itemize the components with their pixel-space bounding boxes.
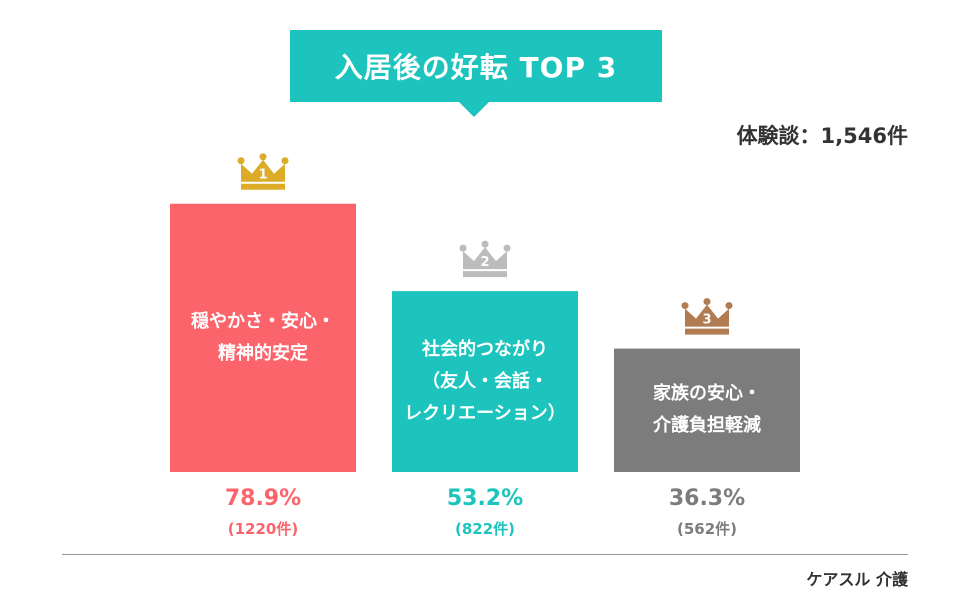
total-count: 体験談：1,546件 — [736, 124, 908, 148]
crown-rank-label: 1 — [258, 168, 267, 183]
bar-label-line: （友人・会話・ — [422, 370, 548, 392]
chart-title: 入居後の好転 TOP 3 — [290, 30, 662, 102]
bar-label-line: 穏やかさ・安心・ — [191, 310, 335, 332]
count-label-1: (1220件) — [227, 520, 299, 538]
bar-label-2: 社会的つながり （友人・会話・ レクリエーション） — [392, 291, 578, 472]
bar-label-line: 家族の安心・ — [653, 383, 761, 405]
crown-icon-2: 2 — [459, 240, 511, 278]
crown-rank-label: 2 — [480, 255, 489, 270]
bar-2 — [392, 291, 578, 472]
count-label-3: (562件) — [676, 520, 738, 538]
title-pointer — [458, 101, 490, 117]
bar-3 — [614, 348, 800, 472]
value-label-3: 36.3% — [668, 486, 746, 511]
value-label-2: 53.2% — [446, 486, 524, 511]
bar-1 — [170, 203, 356, 473]
bar-label-line: レクリエーション） — [404, 402, 566, 424]
crown-icon-3: 3 — [681, 298, 733, 335]
crown-rank-label: 3 — [702, 313, 711, 328]
baseline-divider — [62, 554, 908, 555]
crown-icon-1: 1 — [237, 153, 289, 190]
bar-label-line: 精神的安定 — [218, 342, 308, 364]
bar-label-3: 家族の安心・ 介護負担軽減 — [614, 349, 800, 472]
bar-label-line: 社会的つながり — [422, 338, 548, 360]
bar-label-line: 介護負担軽減 — [653, 415, 761, 437]
count-label-2: (822件) — [454, 520, 516, 538]
value-label-1: 78.9% — [224, 486, 302, 511]
bar-label-1: 穏やかさ・安心・ 精神的安定 — [170, 204, 356, 472]
source-credit: ケアスル 介護 — [806, 570, 908, 589]
